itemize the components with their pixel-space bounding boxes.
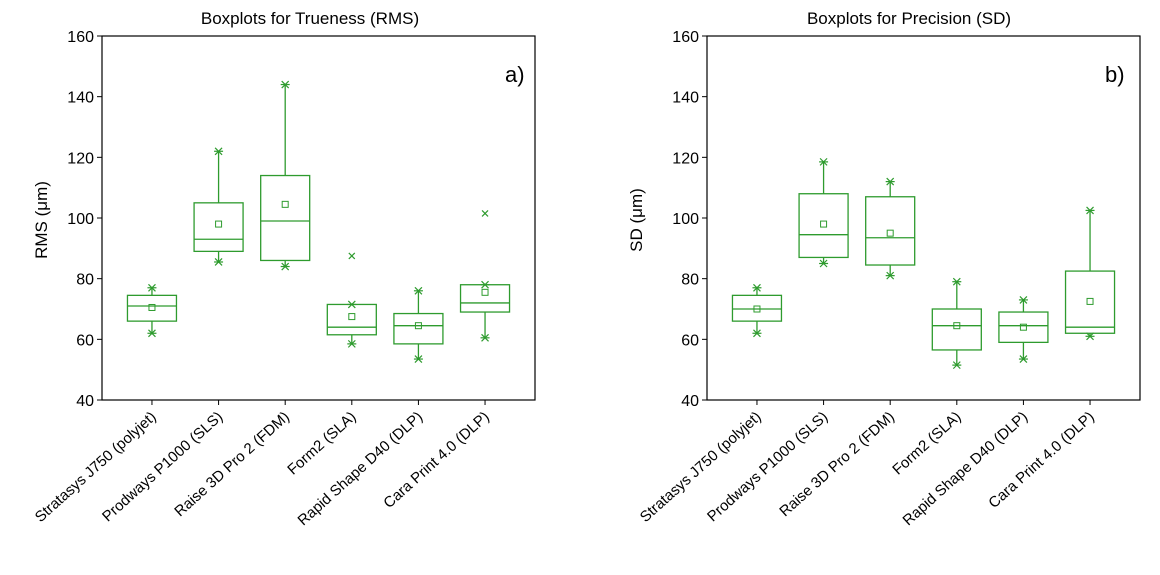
max-marker — [347, 300, 357, 309]
trueness-boxplot-chart: Boxplots for Trueness (RMS) RMS (μm) a) … — [32, 9, 536, 529]
precision-boxplot-chart: Boxplots for Precision (SD) SD (μm) b) 4… — [627, 9, 1141, 529]
box-5 — [998, 295, 1049, 363]
x-tick-label: Rapid Shape D40 (DLP) — [295, 408, 427, 529]
box-3 — [260, 80, 311, 271]
iqr-box — [126, 294, 178, 322]
box-6 — [1064, 206, 1116, 341]
iqr-box — [865, 196, 916, 266]
max-marker — [1085, 206, 1095, 215]
y-tick-label: 160 — [672, 29, 699, 46]
x-tick-label: Prodways P1000 (SLS) — [704, 408, 831, 525]
box-2 — [193, 147, 244, 266]
min-marker — [952, 361, 962, 370]
mean-marker — [820, 220, 828, 228]
box-1 — [126, 283, 178, 338]
max-marker — [214, 147, 224, 156]
mean-marker — [1086, 297, 1094, 305]
box-3 — [865, 177, 916, 280]
iqr-box — [393, 312, 444, 345]
max-marker — [413, 286, 423, 295]
plot-area: 40 60 80 100 120 140 160 Stratasys J750 (polyje… — [637, 29, 1141, 529]
iqr-box — [931, 308, 982, 351]
iqr-box — [731, 294, 783, 322]
mean-marker — [481, 288, 489, 296]
y-tick-label: 140 — [67, 90, 94, 107]
y-tick-label: 140 — [672, 90, 699, 107]
min-marker — [480, 333, 490, 342]
y-tick-label: 60 — [681, 332, 699, 349]
max-marker — [1018, 295, 1028, 304]
x-tick-label: Stratasys J750 (polyjet) — [32, 408, 160, 526]
min-marker — [147, 329, 157, 338]
box-1 — [731, 283, 783, 338]
mean-marker — [953, 322, 961, 330]
min-marker — [413, 355, 423, 363]
panel-label: b) — [1105, 62, 1125, 87]
chart-title: Boxplots for Trueness (RMS) — [201, 9, 419, 28]
x-tick-label: Raise 3D Pro 2 (FDM) — [171, 408, 293, 520]
max-marker — [885, 177, 895, 186]
mean-marker — [1019, 323, 1027, 331]
box-2 — [798, 157, 849, 268]
iqr-box — [998, 311, 1049, 344]
y-axis-label: SD (μm) — [627, 188, 646, 252]
mean-marker — [414, 322, 422, 330]
box-5 — [393, 286, 444, 363]
y-tick-label: 60 — [76, 332, 94, 349]
mean-marker — [281, 200, 289, 208]
min-marker — [280, 262, 290, 271]
mean-marker — [148, 303, 156, 311]
mean-marker — [348, 313, 356, 321]
x-tick-label: Raise 3D Pro 2 (FDM) — [776, 408, 898, 520]
mean-marker — [753, 305, 761, 313]
plot-area: 40 60 80 100 120 140 160 Stratasys J750 (polyje… — [32, 29, 536, 529]
min-marker — [1085, 332, 1095, 341]
min-marker — [214, 258, 224, 266]
max-marker — [480, 280, 490, 289]
y-tick-label: 40 — [681, 393, 699, 410]
panel-label: a) — [505, 62, 525, 87]
box-6 — [459, 210, 511, 342]
plot-frame — [706, 35, 1141, 401]
box-4 — [931, 277, 982, 370]
y-tick-label: 120 — [672, 150, 699, 167]
max-marker — [819, 157, 829, 166]
y-axis-label: RMS (μm) — [32, 181, 51, 259]
min-marker — [885, 271, 895, 280]
plot-frame — [101, 35, 536, 401]
iqr-box — [1064, 270, 1116, 334]
x-tick-label: Stratasys J750 (polyjet) — [637, 408, 765, 526]
iqr-box — [260, 174, 311, 262]
x-tick-label: Rapid Shape D40 (DLP) — [900, 408, 1032, 529]
box-4 — [326, 252, 377, 348]
y-tick-label: 80 — [76, 272, 94, 289]
min-marker — [819, 259, 829, 268]
mean-marker — [215, 220, 223, 228]
y-tick-label: 40 — [76, 393, 94, 410]
y-tick-label: 100 — [67, 211, 94, 228]
max-marker — [280, 80, 290, 89]
mean-marker — [886, 229, 894, 237]
iqr-box — [193, 202, 244, 253]
y-tick-label: 100 — [672, 211, 699, 228]
min-marker — [1018, 355, 1028, 363]
chart-title: Boxplots for Precision (SD) — [807, 9, 1011, 28]
max-marker — [147, 283, 157, 292]
outlier-marker — [348, 252, 356, 260]
outlier-marker — [481, 210, 489, 217]
max-marker — [952, 277, 962, 286]
iqr-box — [798, 193, 849, 259]
max-marker — [752, 283, 762, 292]
y-tick-label: 120 — [67, 150, 94, 167]
y-tick-label: 160 — [67, 29, 94, 46]
min-marker — [347, 339, 357, 348]
x-tick-label: Prodways P1000 (SLS) — [99, 408, 226, 525]
min-marker — [752, 329, 762, 338]
y-tick-label: 80 — [681, 272, 699, 289]
